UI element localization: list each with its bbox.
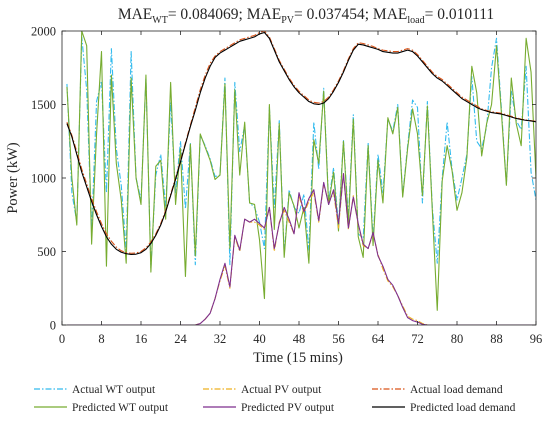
x-tick-label: 0 (59, 332, 65, 346)
y-tick-label: 1000 (31, 172, 56, 186)
legend-label: Predicted PV output (241, 402, 335, 414)
y-tick-label: 2000 (31, 25, 56, 39)
legend-item: Predicted PV output (203, 402, 335, 414)
x-tick-label: 56 (332, 332, 345, 346)
x-tick-label: 16 (135, 332, 148, 346)
title-part: MAE (118, 6, 152, 23)
x-tick-label: 80 (451, 332, 464, 346)
series-line-actual-wt-output (66, 36, 536, 269)
series-line-actual-load-demand (66, 31, 536, 254)
legend-item: Actual load demand (372, 384, 503, 396)
x-tick-label: 48 (293, 332, 306, 346)
y-tick-label: 1500 (31, 98, 56, 112)
x-axis-title: Time (15 mins) (253, 350, 343, 366)
title-part: WT (152, 15, 168, 26)
series-line-predicted-pv-output (66, 173, 536, 325)
series-line-predicted-wt-output (66, 31, 536, 311)
x-tick-label: 32 (214, 332, 227, 346)
title-part: load (407, 15, 424, 26)
title-part: PV (281, 15, 295, 26)
legend-label: Predicted load demand (410, 402, 516, 414)
x-tick-label: 24 (174, 332, 187, 346)
x-axis-ticks: 0 8 16 24 32 40 48 56 64 72 80 88 96 (59, 31, 542, 346)
legend-item: Actual PV output (203, 384, 322, 396)
y-tick-label: 0 (50, 319, 56, 333)
legend-item: Predicted load demand (372, 402, 516, 414)
series-group (66, 31, 536, 325)
legend-label: Actual load demand (410, 384, 503, 396)
x-tick-label: 96 (530, 332, 543, 346)
x-tick-label: 8 (98, 332, 104, 346)
title-part: = 0.037454; MAE (294, 6, 407, 23)
title-part: = 0.084069; MAE (168, 6, 281, 23)
legend-label: Actual PV output (241, 384, 322, 396)
x-tick-label: 88 (490, 332, 503, 346)
legend-label: Predicted WT output (72, 402, 169, 414)
axes-box (61, 30, 537, 326)
legend-item: Predicted WT output (34, 402, 169, 414)
title-part: = 0.010111 (425, 6, 495, 23)
x-tick-label: 40 (253, 332, 266, 346)
y-tick-label: 500 (37, 245, 56, 259)
legend-label: Actual WT output (72, 384, 156, 396)
plot-area (61, 30, 537, 326)
x-tick-label: 72 (411, 332, 424, 346)
legend: Actual WT output Predicted WT output Actua… (34, 384, 516, 414)
x-tick-label: 64 (372, 332, 385, 346)
chart-title: MAEWT= 0.084069; MAEPV= 0.037454; MAEloa… (118, 6, 494, 26)
y-axis-title: Power (kW) (5, 142, 21, 213)
y-axis-ticks: 0 500 1000 1500 2000 (31, 25, 536, 333)
series-line-actual-pv-output (66, 173, 536, 325)
series-line-predicted-load-demand (66, 31, 536, 255)
legend-item: Actual WT output (34, 384, 156, 396)
